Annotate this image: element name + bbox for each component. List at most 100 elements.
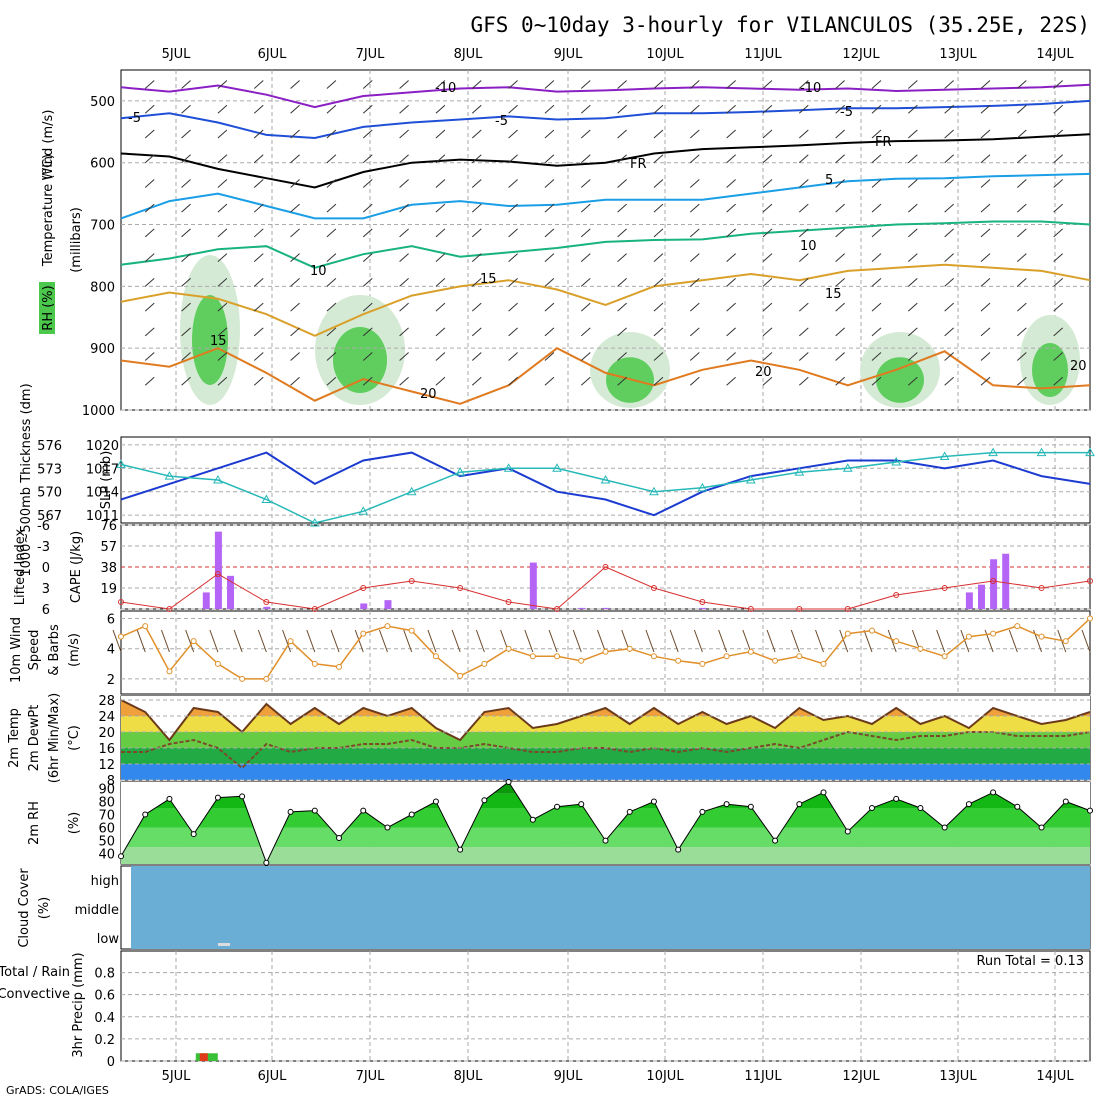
wind-barb: [544, 179, 555, 188]
wind-barb: [253, 277, 264, 287]
surface-wind-barb: [306, 629, 316, 653]
li-tick-label: -3: [37, 540, 50, 555]
wind-barb: [762, 179, 773, 188]
wind-speed-marker: [432, 653, 439, 660]
rh-marker: [529, 816, 536, 823]
thickness-marker: [1036, 447, 1047, 457]
surface-wind-barb: [112, 629, 122, 653]
wind-barb: [508, 179, 518, 188]
pressure-axis-label: (millibars): [69, 207, 84, 273]
lifted-index-marker: [602, 564, 609, 570]
footer-credit: GrADS: COLA/IGES: [6, 1084, 109, 1097]
cape-bar: [699, 607, 707, 609]
wind-barb: [362, 179, 373, 188]
pressure-tick-label: 500: [90, 95, 115, 110]
wind-barb: [326, 129, 337, 139]
wind-barb: [181, 179, 191, 188]
surface-wind-barb: [1081, 629, 1091, 653]
wind-barb: [253, 302, 264, 312]
wind-barb: [399, 277, 409, 287]
wind-barb: [544, 80, 555, 89]
wind-barb: [181, 352, 191, 361]
wind-barb: [653, 302, 664, 312]
wind-barb: [907, 80, 918, 89]
rh-shading-dark: [1032, 343, 1068, 397]
wind-axis-label-d: (m/s): [67, 633, 82, 667]
wind-barb: [217, 203, 228, 213]
rh-mask: [121, 782, 1090, 863]
wind-barb: [326, 327, 337, 337]
x-tick-label-bottom: 8JUL: [454, 1069, 484, 1084]
wind-barb: [435, 179, 446, 188]
wind-barb: [798, 129, 809, 139]
li-tick-label: 3: [42, 582, 50, 597]
temp-tick-label: 20: [98, 726, 115, 741]
wind-barb: [980, 277, 991, 287]
wind-barb: [980, 327, 991, 337]
wind-barb: [980, 228, 991, 238]
cape-tick-label: 57: [100, 540, 117, 555]
wind-barb: [907, 228, 918, 238]
contour-label: -10: [800, 81, 821, 96]
wind-barb: [617, 376, 627, 386]
contour-label: -5: [128, 111, 141, 126]
wind-barb: [253, 179, 264, 188]
wind-speed-marker: [917, 645, 924, 652]
wind-barb: [544, 376, 555, 386]
thickness-tick-label: 573: [37, 462, 62, 477]
precip-tick-label: 0.8: [94, 967, 115, 982]
wind-barb: [253, 376, 264, 386]
wind-speed-marker: [626, 645, 633, 652]
wind-barb: [944, 228, 954, 238]
wind-barb: [871, 80, 882, 89]
rh-marker: [311, 807, 318, 814]
wind-barb: [1053, 228, 1063, 238]
temp-axis-label-b: 2m DewPt: [27, 705, 42, 772]
x-tick-label-top: 14JUL: [1036, 47, 1074, 62]
wind-barb: [907, 154, 918, 164]
thickness-marker: [842, 463, 853, 472]
temp-tick-label: 8: [107, 774, 115, 789]
wind-barb: [653, 129, 664, 139]
pressure-tick-label: 600: [90, 157, 115, 172]
wind-barb: [1016, 179, 1027, 188]
wind-barb: [544, 352, 555, 361]
wind-barb: [762, 154, 773, 164]
surface-wind-barb: [815, 629, 824, 653]
wind-barb: [362, 203, 373, 213]
rh-marker: [578, 801, 585, 808]
wind-barb: [653, 277, 664, 287]
wind-barb: [944, 327, 954, 337]
rh-marker: [239, 793, 246, 800]
wind-barb: [1016, 104, 1027, 114]
contour-label: 20: [420, 387, 437, 402]
wind-barb: [144, 253, 155, 263]
wind-barb: [399, 253, 409, 263]
x-tick-label-top: 8JUL: [454, 47, 484, 62]
wind-barb: [217, 179, 228, 188]
rh-marker: [820, 789, 827, 796]
temp-axis-label-c: (6hr Min/Max): [47, 693, 62, 783]
wind-barb: [290, 203, 300, 213]
wind-barb: [653, 203, 664, 213]
wind-barb: [471, 129, 482, 139]
wind-barb: [253, 327, 264, 337]
wind-barb: [544, 203, 555, 213]
wind-barb: [798, 80, 809, 89]
temp-line: [120, 699, 1091, 742]
wind-barb: [944, 352, 954, 361]
temp-axis-label-a: 2m Temp: [7, 708, 22, 768]
wind-barb: [580, 228, 591, 238]
x-tick-label-top: 11JUL: [744, 47, 782, 62]
x-tick-label-top: 10JUL: [646, 47, 684, 62]
wind-barb: [435, 154, 446, 164]
rh-tick-label: 60: [98, 822, 115, 837]
wind-barb: [726, 80, 736, 89]
surface-wind-barb: [693, 629, 703, 653]
surface-wind-barb: [354, 629, 364, 653]
surface-wind-barb: [427, 629, 437, 653]
legend-wind: Wind (m/s): [41, 110, 56, 181]
wind-barb: [580, 277, 591, 287]
cape-bar: [384, 600, 392, 609]
wind-barb: [689, 352, 700, 361]
